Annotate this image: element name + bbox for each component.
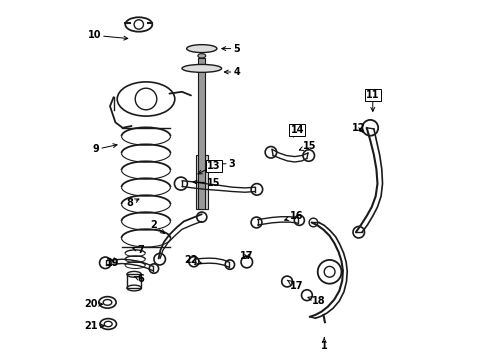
Ellipse shape <box>187 45 217 53</box>
Text: 9: 9 <box>93 144 117 154</box>
Text: 13: 13 <box>198 161 220 174</box>
Text: 1: 1 <box>321 338 328 351</box>
Text: 2: 2 <box>150 220 165 234</box>
Ellipse shape <box>198 54 206 58</box>
Text: 15: 15 <box>299 141 317 151</box>
Text: 6: 6 <box>134 274 144 284</box>
Text: 10: 10 <box>88 30 128 40</box>
Text: 16: 16 <box>285 211 303 221</box>
Text: 12: 12 <box>352 123 366 133</box>
Text: 8: 8 <box>126 198 139 208</box>
Ellipse shape <box>182 64 221 72</box>
Text: 18: 18 <box>308 296 325 306</box>
Text: 11: 11 <box>366 90 380 111</box>
Text: 17: 17 <box>287 280 303 291</box>
Text: 20: 20 <box>84 299 102 309</box>
Text: 7: 7 <box>133 245 144 255</box>
Text: 17: 17 <box>240 251 253 261</box>
Text: 21: 21 <box>84 321 104 331</box>
Bar <box>198 58 205 209</box>
Text: 4: 4 <box>224 67 240 77</box>
Text: 15: 15 <box>193 178 220 188</box>
Text: 19: 19 <box>106 258 120 268</box>
Text: 3: 3 <box>213 159 236 169</box>
Bar <box>196 155 208 209</box>
Text: 14: 14 <box>291 125 304 137</box>
Text: 5: 5 <box>222 44 240 54</box>
Text: 22: 22 <box>184 255 202 265</box>
Bar <box>127 274 141 288</box>
